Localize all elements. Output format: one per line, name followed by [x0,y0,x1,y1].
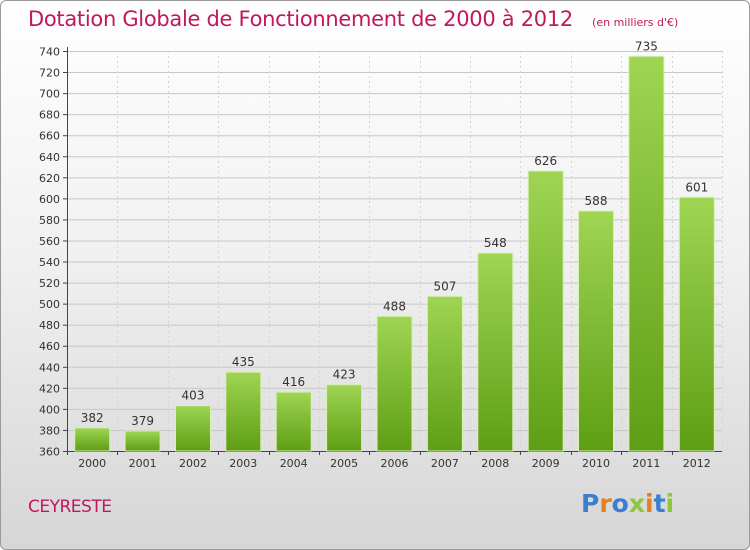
y-tick-label: 400 [39,403,60,416]
y-tick-label: 640 [39,151,60,164]
bar [74,427,111,452]
logo-letter: P [581,489,600,518]
data-label: 548 [484,236,507,250]
bar [678,196,715,452]
logo-letter: t [653,489,666,518]
chart-title: Dotation Globale de Fonctionnement de 20… [28,7,573,31]
logo-letter: i [665,489,675,518]
bar [628,55,665,452]
x-tick-label: 2005 [330,457,358,470]
data-label: 588 [585,194,608,208]
y-tick-label: 660 [39,130,60,143]
logo-letter: r [599,489,612,518]
y-tick-label: 620 [39,172,60,185]
bar [426,295,463,452]
title-row: Dotation Globale de Fonctionnement de 20… [28,7,678,31]
y-tick-label: 740 [39,46,60,59]
y-tick-label: 540 [39,256,60,269]
y-tick-label: 440 [39,361,60,374]
data-label: 626 [534,154,557,168]
x-tick-label: 2000 [78,457,106,470]
data-label: 601 [685,180,708,194]
logo-letter: x [628,489,645,518]
y-tick-label: 680 [39,109,60,122]
x-tick-label: 2002 [179,457,207,470]
data-label: 507 [433,279,456,293]
bar [376,315,413,452]
bar [578,210,614,452]
logo-letter: i [645,489,654,518]
chart-unit: (en milliers d'€) [592,16,679,29]
data-label: 403 [182,389,205,403]
y-tick-label: 420 [39,382,60,395]
data-label: 382 [81,411,104,425]
axes: 360 380 400 420 440 460 480 500 520 540 560 580 600 6… [39,46,722,459]
bar [275,391,312,452]
x-tick-label: 2008 [481,457,509,470]
x-tick-label: 2010 [582,457,610,470]
bar [527,170,564,452]
data-label: 416 [282,375,305,389]
data-label: 488 [383,299,406,313]
x-tick-label: 2003 [229,457,257,470]
commune-name: CEYRESTE [28,497,112,517]
x-tick-label: 2012 [683,457,711,470]
x-tick-label: 2011 [632,457,660,470]
y-tick-label: 580 [39,214,60,227]
x-tick-label: 2006 [381,457,409,470]
bar [326,384,363,452]
y-tick-label: 520 [39,277,60,290]
y-tick-label: 500 [39,298,60,311]
y-tick-label: 600 [39,193,60,206]
x-tick-label: 2009 [532,457,560,470]
bar [225,371,262,452]
y-tick-label: 700 [39,88,60,101]
y-tick-label: 360 [39,446,60,459]
bar [124,430,161,452]
x-tick-label: 2001 [129,457,157,470]
logo-letter: o [611,489,629,518]
data-label: 423 [333,368,356,382]
labels: 382 2000 379 2001 403 2002 435 2003 416 2004 423 20… [78,39,711,470]
data-label: 379 [131,414,154,428]
y-tick-label: 480 [39,319,60,332]
x-tick-label: 2007 [431,457,459,470]
data-label: 435 [232,355,255,369]
y-tick-label: 720 [39,67,60,80]
bar [175,405,211,452]
data-label: 735 [635,39,658,53]
y-tick-label: 380 [39,424,60,437]
bars [74,55,715,452]
y-tick-label: 460 [39,340,60,353]
bar [477,252,514,452]
y-tick-label: 560 [39,235,60,248]
x-tick-label: 2004 [280,457,308,470]
proxiti-logo: Proxiti [581,489,674,518]
